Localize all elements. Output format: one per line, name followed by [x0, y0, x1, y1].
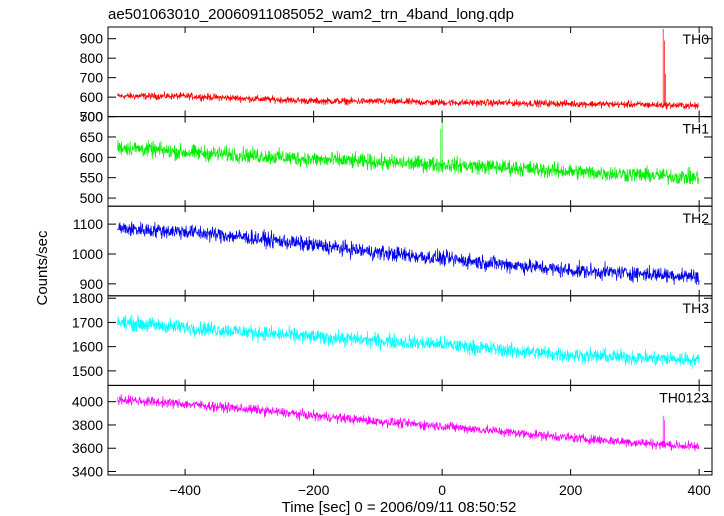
y-tick-label: 1500 [72, 363, 103, 379]
x-tick-label: 200 [559, 482, 583, 498]
y-tick-label: 900 [80, 276, 104, 292]
series-line-th0123 [117, 394, 700, 452]
y-tick-label: 1100 [73, 216, 103, 232]
panel-label: TH0 [683, 31, 710, 47]
panel-th3: 1500 1600 1700 1800 TH3 [72, 290, 713, 386]
series-line-th2 [117, 221, 700, 286]
panel-frame [107, 205, 713, 297]
panel-frame [107, 384, 713, 476]
x-tick-label: −200 [298, 482, 330, 498]
y-tick-label: 1000 [72, 246, 103, 262]
y-tick-label: 3800 [72, 417, 103, 433]
series-line-th3 [117, 314, 700, 370]
panel-label: TH1 [683, 121, 710, 137]
panel-th0: 500 600 700 800 900 TH0 [80, 26, 713, 125]
panel-label: TH3 [683, 300, 710, 316]
y-tick-label: 500 [80, 190, 104, 206]
y-tick-label: 550 [80, 170, 104, 186]
y-tick-label: 500 [80, 109, 104, 125]
series-line-th0 [117, 28, 700, 111]
panel-th1: 500 550 600 650 700 TH1 [80, 109, 713, 207]
panel-th2: 900 1000 1100 TH2 [72, 205, 713, 297]
panel-label: TH0123 [659, 389, 709, 405]
x-tick-label: 0 [438, 482, 446, 498]
y-tick-label: 3600 [72, 440, 103, 456]
x-axis-label: Time [sec] 0 = 2006/09/11 08:50:52 [282, 499, 517, 516]
y-tick-label: 700 [80, 109, 104, 125]
series-line-th1 [117, 120, 700, 186]
x-axis: −400 −200 0 200 400 [169, 482, 711, 498]
x-tick-label: 400 [687, 482, 711, 498]
panel-th0123: 3400 3600 3800 4000 TH0123 [72, 384, 713, 480]
chart-title: ae501063010_20060911085052_wam2_trn_4ban… [108, 6, 514, 23]
y-tick-label: 4000 [72, 394, 103, 410]
panel-label: TH2 [683, 210, 710, 226]
y-tick-label: 1700 [72, 314, 103, 330]
y-axis-label: Counts/sec [34, 230, 51, 306]
y-tick-label: 700 [80, 70, 104, 86]
y-tick-label: 900 [80, 31, 104, 47]
y-tick-label: 1800 [72, 290, 103, 306]
y-tick-label: 650 [80, 129, 104, 145]
x-tick-label: −400 [169, 482, 201, 498]
y-tick-label: 800 [80, 50, 104, 66]
y-tick-label: 1600 [72, 339, 103, 355]
y-tick-label: 600 [80, 149, 104, 165]
y-tick-label: 3400 [72, 464, 103, 480]
y-tick-label: 600 [80, 89, 104, 105]
